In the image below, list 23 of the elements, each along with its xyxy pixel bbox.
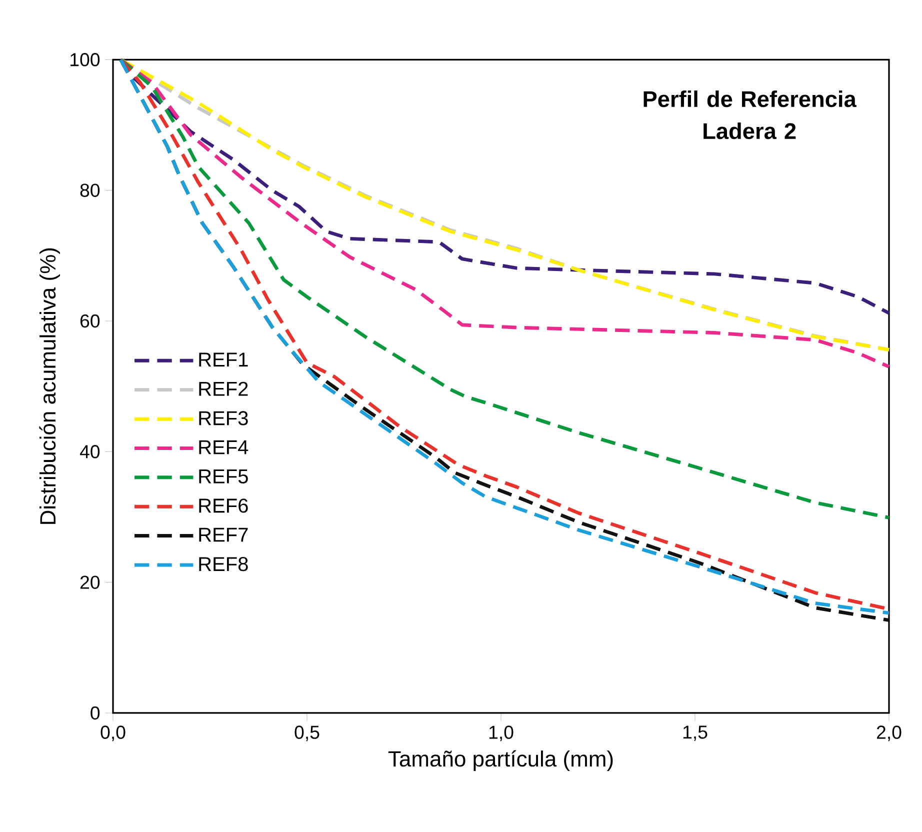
y-tick-label: 80 (80, 184, 100, 197)
y-tick-label: 40 (80, 445, 100, 458)
x-axis-title: Tamaño partícula (mm) (388, 750, 613, 772)
y-axis-title: Distribución acumulativa (%) (39, 248, 60, 524)
legend-label: REF4 (199, 440, 248, 454)
y-tick-label: 20 (80, 576, 100, 589)
line-series (119, 58, 891, 520)
x-tick-label: 0,0 (100, 726, 126, 742)
legend-label: REF8 (199, 556, 248, 572)
legend-label: REF6 (199, 498, 248, 513)
x-tick-label: 1,0 (489, 726, 514, 742)
x-tick-label: 0,5 (294, 726, 320, 742)
x-tick-label: 1,5 (683, 726, 708, 741)
x-tick-label: 2,0 (876, 726, 902, 742)
y-tick-label: 60 (80, 314, 100, 328)
legend-label: REF3 (199, 411, 248, 426)
y-tick-label: 100 (70, 53, 100, 66)
y-tick-label: 0 (90, 706, 100, 720)
legend-label: REF7 (199, 528, 248, 542)
text: Perfil de Referencia Ladera 2 (644, 90, 857, 140)
legend-label: REF5 (199, 470, 248, 484)
legend-label: REF2 (199, 382, 248, 396)
legend-label: REF1 (199, 352, 248, 366)
